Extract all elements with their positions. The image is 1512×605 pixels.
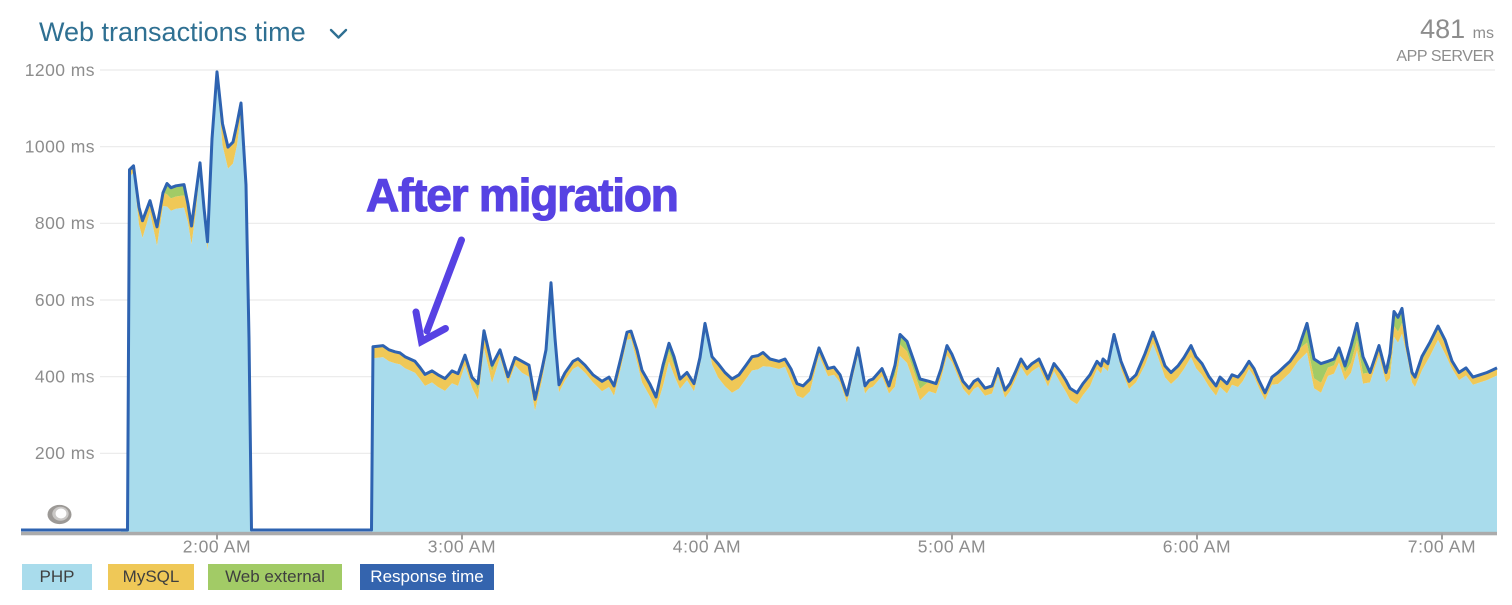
svg-text:400 ms: 400 ms — [35, 367, 95, 387]
svg-text:6:00 AM: 6:00 AM — [1163, 537, 1231, 557]
svg-text:800 ms: 800 ms — [35, 213, 95, 233]
svg-text:7:00 AM: 7:00 AM — [1408, 537, 1476, 557]
svg-text:3:00 AM: 3:00 AM — [428, 537, 496, 557]
svg-text:2:00 AM: 2:00 AM — [183, 537, 251, 557]
svg-text:5:00 AM: 5:00 AM — [918, 537, 986, 557]
svg-text:600 ms: 600 ms — [35, 290, 95, 310]
svg-text:4:00 AM: 4:00 AM — [673, 537, 741, 557]
svg-text:200 ms: 200 ms — [35, 443, 95, 463]
svg-text:1200 ms: 1200 ms — [25, 60, 95, 80]
svg-text:1000 ms: 1000 ms — [25, 137, 95, 157]
